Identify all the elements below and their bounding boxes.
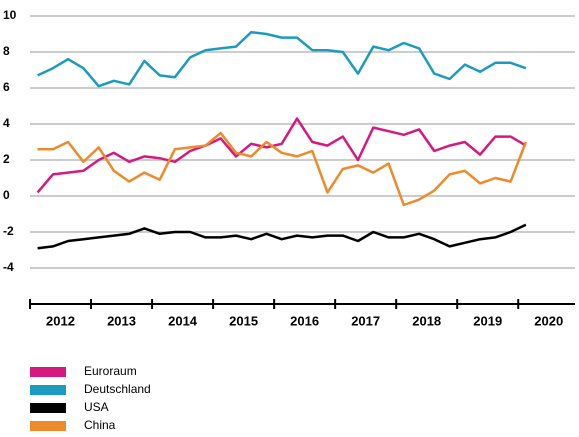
y-tick-label: 10 — [3, 8, 17, 22]
line-series — [37, 131, 528, 207]
x-tick-label: 2014 — [168, 313, 198, 328]
x-tick-label: 2012 — [46, 313, 75, 328]
x-tick-label: 2013 — [107, 313, 136, 328]
line-series — [36, 117, 527, 194]
legend-swatch — [30, 403, 66, 413]
legend-swatch — [30, 385, 66, 395]
y-tick-label: 2 — [3, 152, 10, 166]
line-series — [37, 30, 527, 88]
y-tick-label: -4 — [3, 260, 14, 274]
y-tick-label: 8 — [3, 44, 10, 58]
x-tick-label: 2020 — [534, 313, 563, 328]
y-tick-label: 0 — [3, 188, 10, 202]
y-tick-label: 6 — [3, 80, 10, 94]
legend-label: Euroraum — [84, 364, 137, 378]
y-tick-label: 4 — [3, 116, 10, 130]
x-tick-label: 2017 — [351, 313, 380, 328]
x-tick-label: 2016 — [290, 313, 319, 328]
legend-label: USA — [84, 400, 109, 414]
legend-swatch — [30, 421, 66, 431]
x-tick-label: 2018 — [412, 313, 441, 328]
legend-label: China — [84, 418, 116, 432]
x-tick-label: 2015 — [229, 313, 258, 328]
y-tick-label: -2 — [3, 224, 14, 238]
legend-label: Deutschland — [84, 382, 151, 396]
line-series — [37, 223, 527, 250]
legend-swatch — [30, 367, 66, 377]
x-tick-label: 2019 — [473, 313, 502, 328]
